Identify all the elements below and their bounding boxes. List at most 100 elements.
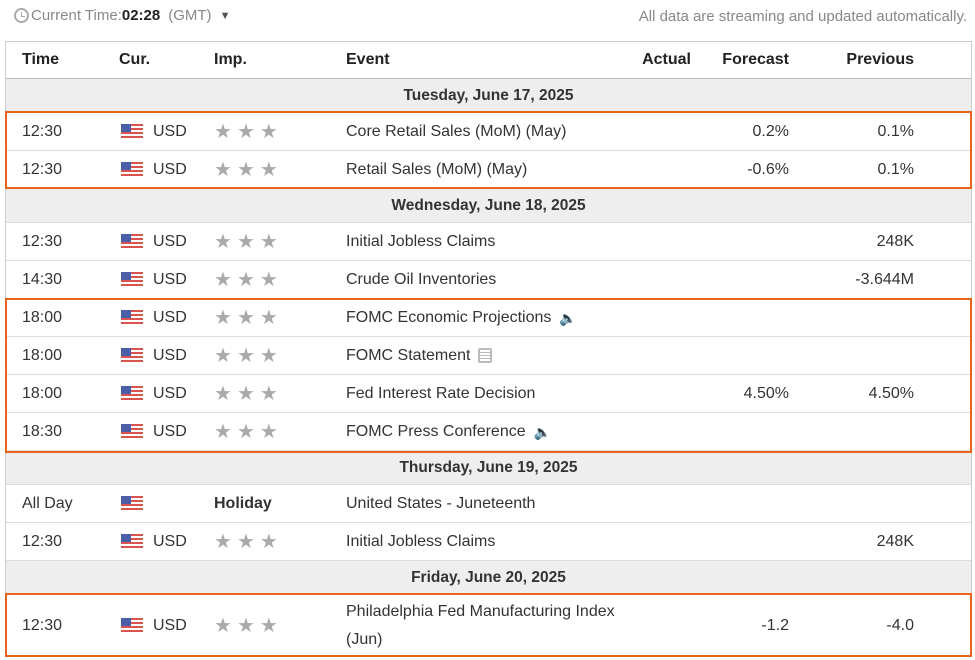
date-label: Wednesday, June 18, 2025	[391, 196, 586, 214]
event-cell: FOMC Economic Projections 🔈	[346, 304, 626, 332]
event-cell: Crude Oil Inventories	[346, 266, 626, 294]
us-flag-icon	[121, 272, 143, 287]
event-currency	[116, 496, 214, 511]
event-importance: ★ ★ ★	[214, 232, 346, 252]
star-icon: ★	[236, 120, 255, 143]
event-name[interactable]: Initial Jobless Claims	[346, 532, 496, 550]
speaker-icon[interactable]: 🔈	[533, 423, 552, 440]
event-name[interactable]: Crude Oil Inventories	[346, 270, 497, 288]
event-forecast: 4.50%	[743, 384, 789, 402]
streaming-note: All data are streaming and updated autom…	[638, 8, 967, 25]
event-name[interactable]: FOMC Statement	[346, 346, 471, 364]
event-name[interactable]: FOMC Press Conference	[346, 422, 526, 440]
event-row[interactable]: 18:30 USD ★ ★ ★ FOMC Press Conference 🔈	[6, 413, 971, 451]
current-time-label: Current Time:	[31, 7, 122, 24]
event-importance: ★ ★ ★	[214, 532, 346, 552]
event-name[interactable]: Fed Interest Rate Decision	[346, 384, 536, 402]
current-time-selector[interactable]: Current Time: 02:28 (GMT) ▼	[14, 7, 230, 24]
event-row[interactable]: 12:30 USD ★ ★ ★ Initial Jobless Claims 248…	[6, 523, 971, 561]
col-event[interactable]: Event	[346, 51, 390, 68]
event-cell: FOMC Statement	[346, 342, 626, 370]
star-icon: ★	[259, 382, 278, 405]
event-row[interactable]: 12:30 USD ★ ★ ★ Retail Sales (MoM) (May) -…	[6, 151, 971, 189]
event-row[interactable]: 12:30 USD ★ ★ ★ Philadelphia Fed Manufactu…	[6, 595, 971, 657]
event-currency: USD	[116, 617, 214, 635]
star-icon: ★	[259, 306, 278, 329]
event-row[interactable]: 18:00 USD ★ ★ ★ FOMC Statement	[6, 337, 971, 375]
star-icon: ★	[259, 120, 278, 143]
event-currency: USD	[116, 271, 214, 289]
event-previous: 248K	[876, 232, 914, 250]
current-time: 02:28	[121, 7, 161, 24]
currency: USD	[153, 532, 187, 550]
star-icon: ★	[214, 382, 232, 405]
event-time: 18:00	[22, 384, 63, 402]
col-imp[interactable]: Imp.	[214, 51, 247, 68]
us-flag-icon	[121, 310, 143, 325]
event-cell: Initial Jobless Claims	[346, 528, 626, 556]
star-icon: ★	[236, 230, 255, 253]
us-flag-icon	[121, 534, 143, 549]
event-name[interactable]: Philadelphia Fed Manufacturing Index (Ju…	[346, 602, 615, 648]
event-cell: Retail Sales (MoM) (May)	[346, 156, 626, 184]
star-icon: ★	[259, 420, 278, 443]
date-label: Thursday, June 19, 2025	[399, 458, 578, 476]
star-icon: ★	[214, 344, 232, 367]
event-row[interactable]: 14:30 USD ★ ★ ★ Crude Oil Inventories -3.6…	[6, 261, 971, 299]
event-name[interactable]: Retail Sales (MoM) (May)	[346, 160, 528, 178]
event-row[interactable]: All Day Holiday United States - Juneteen…	[6, 485, 971, 523]
star-icon: ★	[236, 420, 255, 443]
us-flag-icon	[121, 386, 143, 401]
chevron-down-icon[interactable]: ▼	[219, 9, 231, 22]
event-currency: USD	[116, 161, 214, 179]
col-previous[interactable]: Previous	[846, 51, 914, 68]
event-name[interactable]: Core Retail Sales (MoM) (May)	[346, 122, 567, 140]
event-currency: USD	[116, 233, 214, 251]
event-time: 12:30	[22, 232, 63, 250]
currency: USD	[153, 308, 187, 326]
event-cell: Core Retail Sales (MoM) (May)	[346, 118, 626, 146]
star-icon: ★	[214, 306, 232, 329]
currency: USD	[153, 616, 187, 634]
col-actual[interactable]: Actual	[642, 51, 691, 68]
event-name[interactable]: FOMC Economic Projections	[346, 308, 552, 326]
document-icon[interactable]	[478, 348, 493, 363]
event-name[interactable]: Initial Jobless Claims	[346, 232, 496, 250]
currency: USD	[153, 384, 187, 402]
event-previous: 0.1%	[877, 160, 914, 178]
us-flag-icon	[121, 348, 143, 363]
event-importance: ★ ★ ★	[214, 160, 346, 180]
star-icon: ★	[236, 306, 255, 329]
col-forecast[interactable]: Forecast	[722, 51, 789, 68]
col-cur[interactable]: Cur.	[119, 51, 151, 68]
star-icon: ★	[236, 382, 255, 405]
event-importance: ★ ★ ★	[214, 422, 346, 442]
event-currency: USD	[116, 123, 214, 141]
currency: USD	[153, 160, 187, 178]
col-time[interactable]: Time	[22, 51, 60, 68]
event-cell: Initial Jobless Claims	[346, 228, 626, 256]
star-icon: ★	[236, 344, 255, 367]
us-flag-icon	[121, 162, 143, 177]
event-row[interactable]: 12:30 USD ★ ★ ★ Core Retail Sales (MoM) (M…	[6, 113, 971, 151]
event-time: 12:30	[22, 532, 63, 550]
event-name[interactable]: United States - Juneteenth	[346, 494, 536, 512]
currency: USD	[153, 122, 187, 140]
currency: USD	[153, 422, 187, 440]
us-flag-icon	[121, 424, 143, 439]
event-row[interactable]: 18:00 USD ★ ★ ★ FOMC Economic Projections 🔈	[6, 299, 971, 337]
star-icon: ★	[236, 530, 255, 553]
speaker-icon[interactable]: 🔈	[559, 309, 577, 326]
event-time: 18:00	[22, 308, 63, 326]
event-importance: Holiday	[214, 495, 346, 513]
currency: USD	[153, 346, 187, 364]
event-forecast: -0.6%	[747, 160, 789, 178]
event-importance: ★ ★ ★	[214, 270, 346, 290]
star-icon: ★	[259, 158, 278, 181]
star-icon: ★	[214, 230, 232, 253]
event-row[interactable]: 12:30 USD ★ ★ ★ Initial Jobless Claims 248…	[6, 223, 971, 261]
star-icon: ★	[214, 120, 232, 143]
us-flag-icon	[121, 124, 143, 139]
event-time: 12:30	[22, 616, 63, 634]
event-row[interactable]: 18:00 USD ★ ★ ★ Fed Interest Rate Decision…	[6, 375, 971, 413]
